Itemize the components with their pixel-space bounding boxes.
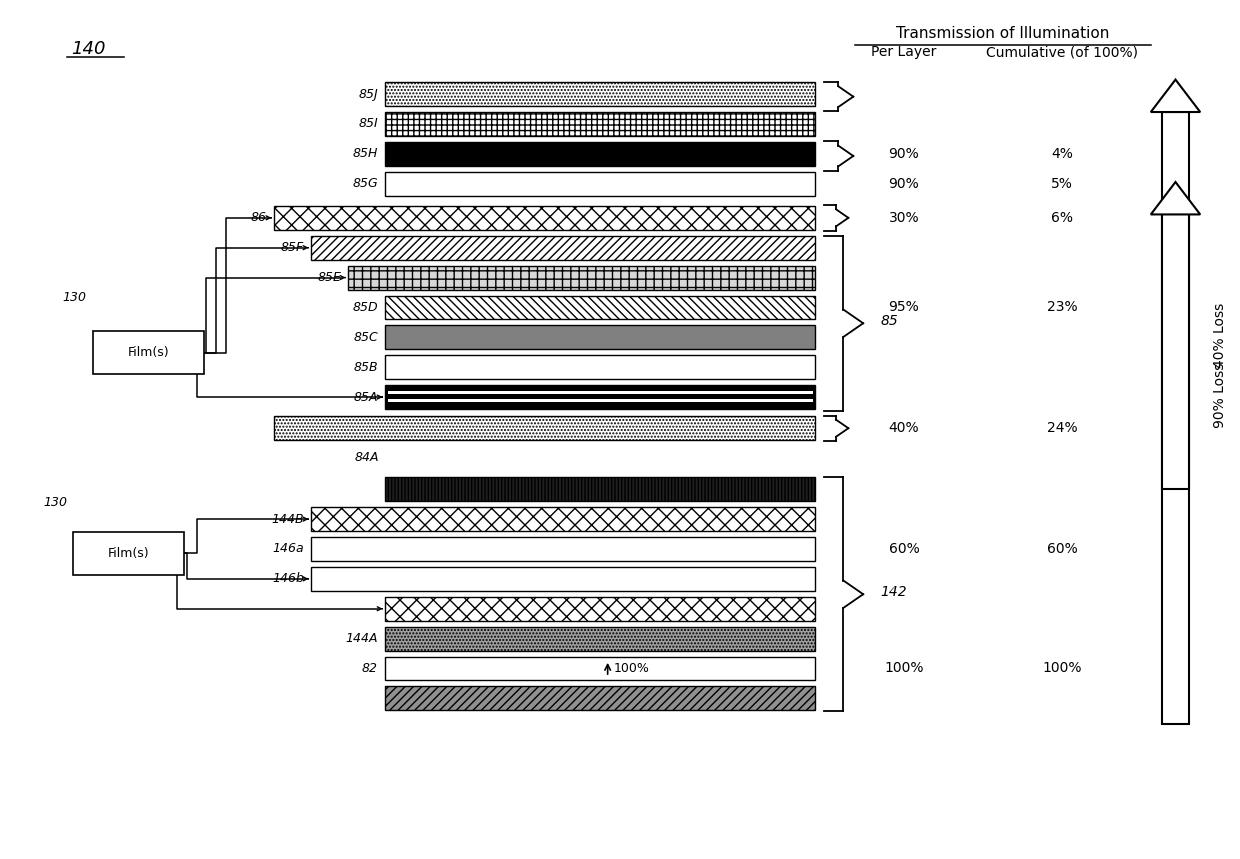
- Bar: [386, 112, 815, 136]
- Text: 23%: 23%: [1047, 301, 1078, 314]
- Bar: [386, 385, 815, 409]
- Text: 85C: 85C: [353, 331, 378, 344]
- Bar: [311, 567, 815, 591]
- Polygon shape: [1151, 80, 1200, 112]
- Text: 24%: 24%: [1047, 421, 1078, 435]
- Text: 90% Loss: 90% Loss: [1213, 362, 1226, 428]
- Bar: [274, 206, 815, 230]
- Bar: [1162, 112, 1189, 724]
- Bar: [386, 627, 815, 650]
- Text: 40% Loss: 40% Loss: [1213, 303, 1226, 369]
- Bar: [386, 142, 815, 166]
- Text: Film(s): Film(s): [128, 346, 169, 359]
- Text: 146b: 146b: [272, 572, 304, 585]
- Bar: [386, 656, 815, 680]
- Text: 85I: 85I: [358, 118, 378, 131]
- Bar: [386, 686, 815, 710]
- Text: Film(s): Film(s): [108, 546, 150, 560]
- Text: 85: 85: [880, 314, 898, 328]
- Bar: [311, 537, 815, 561]
- Text: 60%: 60%: [889, 542, 919, 556]
- Text: 90%: 90%: [889, 147, 919, 161]
- Text: 85A: 85A: [353, 391, 378, 404]
- Text: 85G: 85G: [352, 177, 378, 190]
- Bar: [348, 265, 815, 289]
- Text: Cumulative (of 100%): Cumulative (of 100%): [986, 46, 1138, 59]
- Bar: [1162, 215, 1189, 490]
- Text: Per Layer: Per Layer: [872, 46, 936, 59]
- Text: 144A: 144A: [346, 632, 378, 645]
- Bar: [386, 356, 815, 379]
- Bar: [388, 399, 812, 402]
- Text: 85J: 85J: [358, 88, 378, 101]
- Text: 82: 82: [362, 662, 378, 675]
- Text: 100%: 100%: [614, 662, 650, 675]
- Text: 85D: 85D: [352, 301, 378, 314]
- Text: 146a: 146a: [273, 543, 304, 556]
- Bar: [73, 532, 185, 575]
- Bar: [386, 82, 815, 106]
- Text: Transmission of Illumination: Transmission of Illumination: [897, 26, 1110, 41]
- Text: 6%: 6%: [1052, 210, 1073, 225]
- Text: 60%: 60%: [1047, 542, 1078, 556]
- Text: 100%: 100%: [884, 661, 924, 675]
- Bar: [386, 295, 815, 320]
- Text: 142: 142: [880, 585, 908, 599]
- Text: 140: 140: [71, 40, 105, 58]
- Text: 40%: 40%: [889, 421, 919, 435]
- Text: 84A: 84A: [355, 451, 379, 464]
- Bar: [311, 507, 815, 531]
- Text: 144B: 144B: [272, 513, 304, 526]
- Text: 85B: 85B: [353, 361, 378, 374]
- Text: 86: 86: [250, 211, 267, 224]
- Bar: [386, 597, 815, 621]
- Polygon shape: [1151, 182, 1200, 215]
- Bar: [274, 416, 815, 440]
- Bar: [311, 235, 815, 259]
- Text: 95%: 95%: [889, 301, 919, 314]
- Text: 90%: 90%: [889, 177, 919, 191]
- Text: 30%: 30%: [889, 210, 919, 225]
- Bar: [386, 326, 815, 350]
- Bar: [386, 478, 815, 501]
- Text: 85H: 85H: [352, 148, 378, 161]
- Text: 5%: 5%: [1052, 177, 1073, 191]
- Text: 100%: 100%: [1042, 661, 1081, 675]
- Text: 4%: 4%: [1052, 147, 1073, 161]
- Text: 130: 130: [63, 290, 87, 304]
- Bar: [386, 172, 815, 196]
- Bar: [388, 392, 812, 394]
- Text: 85F: 85F: [280, 241, 304, 254]
- Bar: [93, 332, 205, 374]
- Text: 130: 130: [43, 496, 67, 509]
- Text: 85E: 85E: [317, 271, 341, 284]
